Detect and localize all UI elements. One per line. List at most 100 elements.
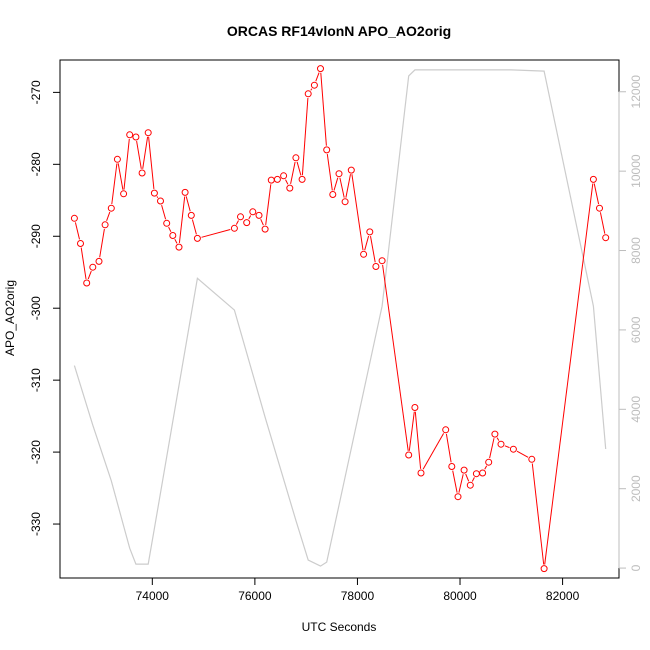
grey-series-line [73,69,607,567]
y2-tick-label: 0 [629,564,643,571]
y-axis-label: APO_AO2orig [3,280,17,356]
red-series-segment [174,238,178,244]
red-series-point [193,234,201,242]
red-series-segment [142,136,149,169]
red-series-segment [345,174,351,198]
red-series-point [70,214,78,222]
y2-tick-label: 10000 [629,154,643,188]
red-series-point [101,221,109,229]
red-series-segment [201,229,231,238]
y2-tick-label: 12000 [629,75,643,109]
red-series-point [77,240,84,247]
red-series-segment [74,222,80,240]
red-series-segment [516,450,529,458]
y-axis-right: 0 2000 4000 6000 8000 10000 12000 [618,75,643,571]
red-series-segment [465,473,470,482]
red-series-segment [265,184,272,225]
red-series-segment [544,183,594,565]
red-series-segment [489,438,495,459]
red-series-point [497,440,505,448]
red-series-point [360,250,368,258]
red-series-point [472,470,480,478]
red-series-segment [364,235,370,251]
red-series-point [479,469,487,477]
red-series-point [528,455,536,463]
red-series-point [175,243,183,251]
red-series-segment [161,204,167,220]
red-series-segment [458,474,464,493]
red-series-point [113,155,121,163]
series-grey [73,69,607,567]
y-tick-label: -280 [29,152,43,176]
red-series-point [267,176,275,184]
red-series-segment [504,445,510,449]
red-series-point [163,219,171,227]
y-axis-left: -330 -320 -310 -300 -290 -280 -270 [29,80,61,536]
red-series-point [310,81,318,89]
red-series-segment [248,215,252,220]
red-series-segment [117,163,124,190]
red-series-point [169,232,177,239]
red-series-point [132,133,140,141]
red-series-point [454,493,462,501]
red-series-segment [301,97,309,176]
series-red [70,65,610,573]
red-series-point [491,430,499,438]
y-tick-label: -270 [29,80,43,104]
red-series-point [323,146,331,154]
red-series-point [237,213,244,221]
y-tick-label: -290 [29,224,43,248]
red-series-segment [326,154,333,191]
red-series-point [187,211,195,219]
red-series-segment [445,433,452,463]
red-series-point [378,257,386,265]
red-series-point [341,198,349,206]
red-series-segment [422,433,445,470]
red-series-point [157,197,164,205]
red-series-point [347,166,355,174]
x-tick-label: 74000 [136,589,170,603]
red-series-point [255,211,263,219]
red-series-point [448,463,456,470]
red-series-point [298,175,306,183]
y2-tick-label: 4000 [629,396,643,423]
red-series-segment [99,228,105,258]
red-series-segment [156,196,159,199]
red-series-segment [315,72,320,82]
red-series-point [107,204,115,212]
red-series-segment [168,226,172,233]
red-series-segment [185,196,191,212]
red-series-point [335,170,343,178]
red-series-point [405,451,413,459]
red-series-segment [260,218,264,226]
red-series-segment [148,136,155,189]
red-series-point [243,219,251,227]
x-axis-label: UTC Seconds [302,620,377,634]
red-series-point [589,175,597,183]
x-tick-label: 82000 [546,589,580,603]
red-series-point [372,263,380,270]
red-series-segment [296,161,302,176]
red-series-segment [235,220,239,225]
red-series-point [120,190,128,198]
red-series-segment [370,236,376,263]
red-series-point [442,426,450,434]
red-series-segment [106,211,111,221]
red-series-segment [111,163,118,205]
y-tick-label: -300 [29,296,43,320]
y-tick-label: -330 [29,512,43,536]
y-tick-label: -310 [29,368,43,392]
x-tick-label: 80000 [443,589,477,603]
red-series-point [83,279,91,287]
x-axis: 74000 76000 78000 80000 82000 [136,577,580,603]
red-series-point [261,225,269,233]
red-series-point [286,184,294,192]
red-series-point [249,208,257,216]
red-series-segment [87,270,92,280]
y2-tick-label: 2000 [629,475,643,502]
red-series-point [292,154,300,162]
red-series-segment [80,247,87,279]
x-tick-label: 76000 [238,589,272,603]
red-series-segment [382,264,409,451]
x-tick-label: 78000 [341,589,375,603]
